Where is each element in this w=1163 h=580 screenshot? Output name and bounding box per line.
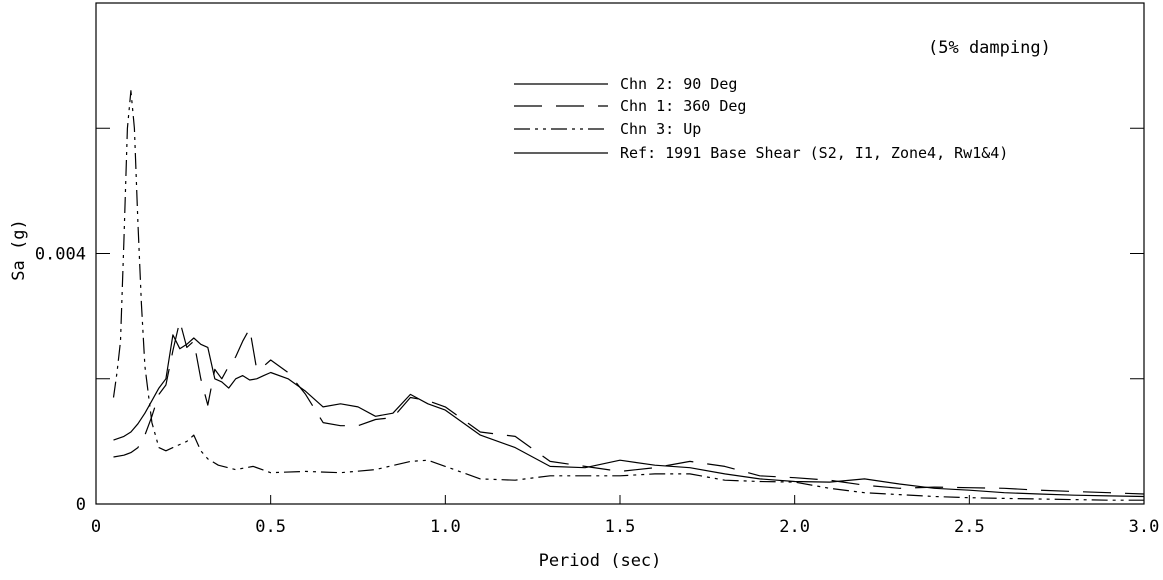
x-axis-title: Period (sec) — [539, 551, 662, 571]
legend-label-chn3: Chn 3: Up — [620, 120, 701, 138]
legend-label-ref: Ref: 1991 Base Shear (S2, I1, Zone4, Rw1… — [620, 144, 1008, 162]
series-line-1 — [113, 320, 1145, 495]
x-tick-label-4: 2.0 — [779, 517, 810, 537]
series-line-2 — [112, 90, 1144, 501]
y-tick-label-0: 0 — [76, 495, 86, 515]
legend-label-chn2: Chn 2: 90 Deg — [620, 75, 737, 93]
axis-ticks: 0 0.5 1.0 1.5 2.0 2.5 3.0 0 0.004 — [35, 127, 1160, 537]
x-tick-label-1: 0.5 — [255, 517, 286, 537]
x-tick-label-5: 2.5 — [954, 517, 985, 537]
y-axis-title: Sa (g) — [9, 219, 29, 280]
series-lines — [112, 90, 1145, 501]
x-tick-label-3: 1.5 — [605, 517, 636, 537]
y-tick-label-1: 0.004 — [35, 245, 86, 265]
x-tick-label-0: 0 — [91, 517, 101, 537]
legend-label-chn1: Chn 1: 360 Deg — [620, 97, 746, 115]
series-line-0 — [113, 334, 1145, 498]
x-tick-label-6: 3.0 — [1129, 517, 1160, 537]
legend: Chn 2: 90 Deg Chn 1: 360 Deg Chn 3: Up R… — [514, 75, 1008, 162]
x-tick-label-2: 1.0 — [430, 517, 461, 537]
damping-annotation: (5% damping) — [928, 38, 1051, 58]
